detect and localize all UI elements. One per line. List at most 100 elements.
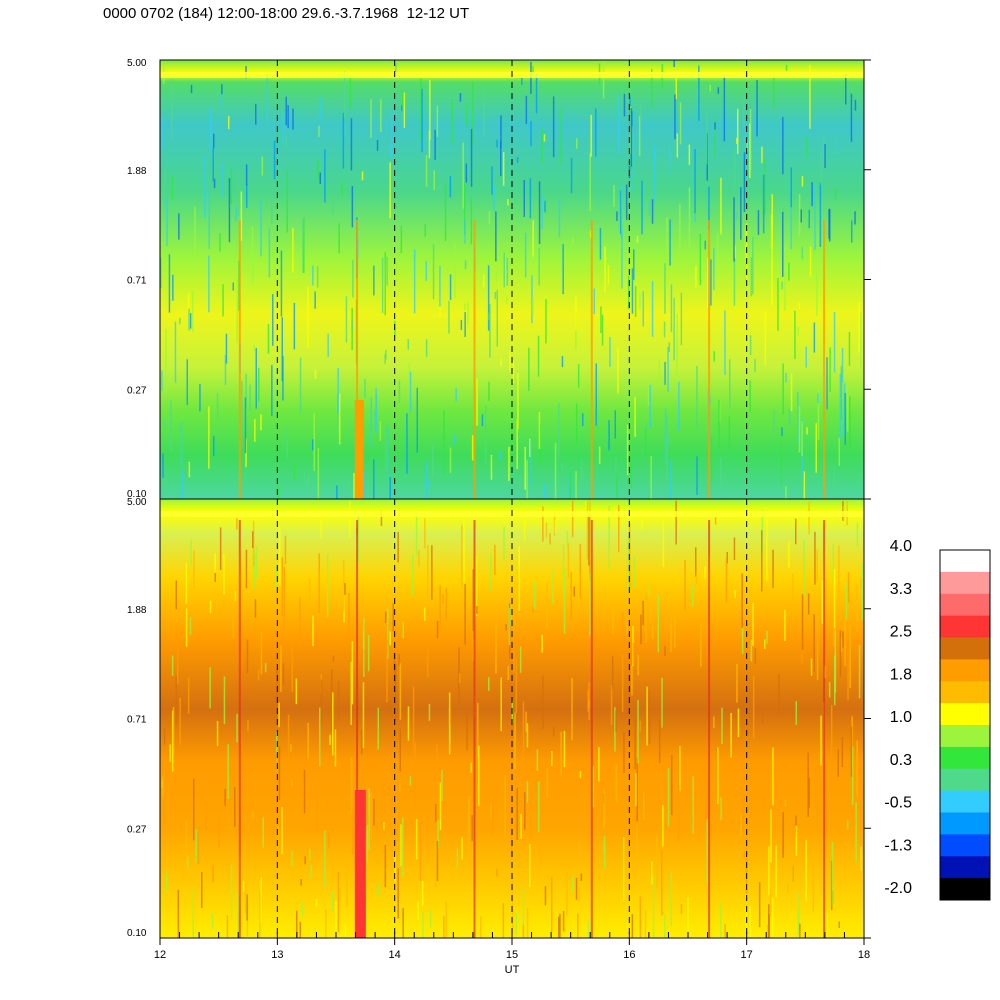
heatmap-streak (710, 259, 712, 306)
heatmap-streak (612, 606, 614, 634)
heatmap-streak (191, 290, 194, 333)
x-tick-label: 15 (506, 949, 518, 961)
heatmap-streak (664, 914, 666, 938)
heatmap-streak (790, 373, 793, 411)
heatmap-streak (775, 845, 777, 898)
heatmap-streak (464, 584, 466, 645)
heatmap-streak (797, 911, 799, 936)
heatmap-streak (545, 522, 548, 538)
heatmap-streak (496, 289, 498, 347)
colorbar-swatch (940, 703, 990, 726)
heatmap-streak (764, 311, 767, 365)
heatmap-streak (199, 384, 201, 412)
heatmap-streak (490, 553, 492, 592)
heatmap-streak (163, 728, 166, 745)
heatmap-streak (758, 882, 761, 928)
heatmap-streak (215, 768, 217, 785)
heatmap-streak (278, 746, 281, 801)
heatmap-streak (237, 894, 239, 938)
heatmap-streak (833, 627, 835, 647)
heatmap-streak (455, 387, 457, 402)
y-tick-label: 0.10 (127, 489, 147, 500)
heatmap-streak (566, 531, 569, 547)
heatmap-streak (386, 639, 388, 703)
heatmap-streak (636, 235, 639, 243)
heatmap-streak (488, 677, 490, 691)
heatmap-streak (546, 582, 548, 629)
heatmap-streak (784, 610, 786, 641)
heatmap-streak (190, 540, 192, 566)
heatmap-streak (623, 93, 626, 117)
heatmap-streak (260, 877, 262, 924)
heatmap-streak (831, 841, 834, 905)
heatmap-streak (466, 103, 468, 127)
heatmap-streak (324, 149, 326, 203)
heatmap-streak (463, 518, 465, 583)
heatmap-streak (222, 284, 224, 317)
heatmap-streak (412, 686, 415, 751)
heatmap-streak (172, 274, 174, 301)
heatmap-streak (566, 869, 568, 916)
heatmap-streak (716, 233, 719, 266)
heatmap-streak (475, 555, 478, 617)
heatmap-streak (470, 762, 472, 773)
heatmap-streak (554, 520, 557, 534)
heatmap-streak (713, 351, 715, 362)
heatmap-streak (592, 765, 595, 808)
heatmap-streak (341, 183, 343, 196)
heatmap-streak (230, 168, 233, 204)
heatmap-streak (733, 197, 735, 262)
heatmap-streak (785, 372, 787, 383)
heatmap-streak (545, 299, 547, 344)
heatmap-streak (533, 581, 536, 609)
heatmap-streak (629, 106, 632, 154)
heatmap-streak (271, 195, 273, 225)
heatmap-streak (773, 409, 775, 435)
heatmap-streak (201, 872, 203, 908)
heatmap-streak (221, 84, 223, 95)
heatmap-streak (724, 924, 726, 938)
heatmap-streak (552, 569, 554, 605)
bottom-burst-line (590, 520, 593, 938)
heatmap-streak (177, 889, 180, 938)
heatmap-streak (656, 837, 658, 889)
heatmap-streak (304, 856, 306, 865)
heatmap-streak (398, 653, 400, 667)
heatmap-streak (303, 217, 305, 273)
top-burst-line (590, 220, 593, 499)
heatmap-streak (649, 384, 651, 429)
heatmap-streak (342, 112, 345, 169)
heatmap-streak (208, 186, 210, 249)
heatmap-streak (407, 339, 409, 350)
heatmap-streak (364, 379, 366, 398)
heatmap-streak (735, 211, 738, 220)
heatmap-streak (232, 282, 234, 291)
colorbar-label: 0.3 (890, 752, 912, 769)
heatmap-streak (666, 217, 668, 263)
heatmap-streak (522, 887, 525, 927)
heatmap-streak (782, 363, 784, 415)
heatmap-streak (849, 624, 851, 689)
heatmap-streak (320, 517, 322, 539)
heatmap-streak (357, 513, 360, 563)
heatmap-streak (521, 77, 523, 86)
heatmap-streak (506, 257, 509, 286)
heatmap-streak (772, 549, 774, 588)
heatmap-streak (346, 852, 348, 907)
heatmap-streak (817, 386, 820, 440)
heatmap-streak (352, 806, 354, 855)
heatmap-streak (745, 244, 747, 263)
heatmap-streak (858, 644, 861, 699)
heatmap-streak (272, 294, 274, 346)
heatmap-streak (568, 475, 570, 498)
bottom-burst-line (708, 520, 711, 938)
heatmap-streak (344, 583, 346, 595)
heatmap-streak (558, 402, 560, 459)
heatmap-streak (561, 462, 564, 471)
heatmap-streak (532, 607, 534, 614)
heatmap-streak (494, 292, 497, 299)
heatmap-streak (236, 277, 238, 343)
heatmap-streak (350, 661, 352, 725)
heatmap-streak (310, 864, 312, 879)
heatmap-streak (636, 824, 638, 872)
